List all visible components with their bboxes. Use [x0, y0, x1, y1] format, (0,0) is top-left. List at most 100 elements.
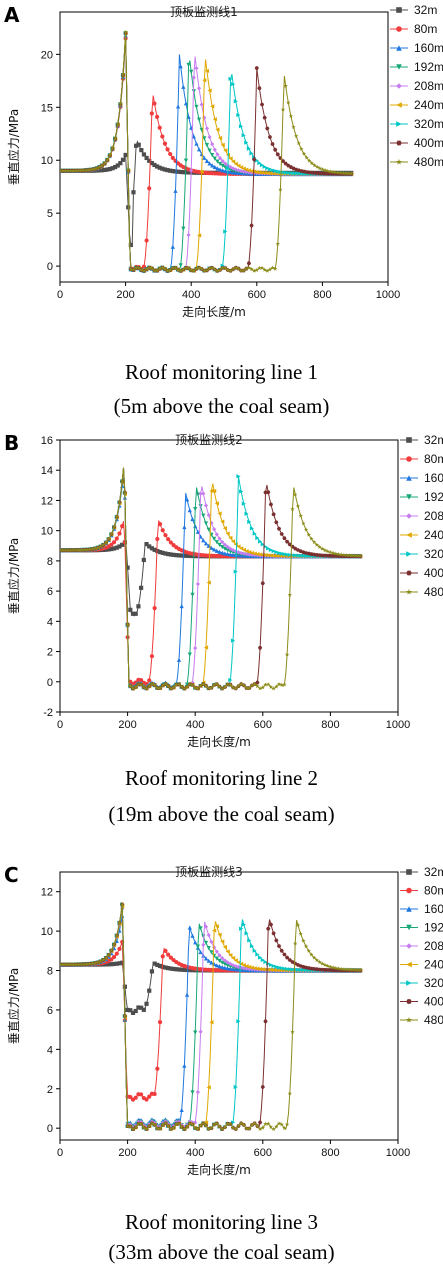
data-point — [136, 265, 141, 270]
data-point — [258, 646, 263, 650]
data-point — [68, 168, 73, 173]
data-point — [222, 684, 228, 689]
data-point — [141, 557, 146, 563]
data-point — [228, 682, 233, 687]
data-point — [160, 683, 165, 688]
data-point — [68, 547, 73, 553]
data-point — [149, 681, 155, 686]
legend-label: 240m — [414, 98, 443, 112]
data-point — [220, 544, 225, 550]
data-point — [246, 265, 252, 270]
data-point — [258, 1120, 263, 1125]
data-point — [202, 115, 207, 120]
data-point — [203, 956, 209, 961]
data-point — [280, 170, 286, 175]
data-point — [144, 686, 149, 691]
caption-a-line2: (5m above the coal seam) — [113, 394, 330, 418]
legend-label: 480m — [424, 1013, 443, 1027]
data-point — [254, 170, 259, 175]
data-point — [220, 539, 225, 545]
data-point — [263, 1121, 268, 1126]
series-line — [60, 33, 352, 272]
series-208m — [60, 906, 363, 1130]
data-point — [270, 168, 275, 173]
data-point — [285, 539, 290, 544]
data-point — [141, 268, 147, 273]
data-point — [178, 268, 183, 273]
data-point — [306, 948, 311, 953]
data-point — [263, 490, 268, 495]
data-point — [181, 84, 186, 89]
data-point — [271, 963, 276, 969]
data-point — [246, 146, 252, 151]
data-point — [230, 963, 236, 968]
data-point — [335, 170, 341, 175]
data-point — [225, 531, 230, 536]
data-point — [212, 164, 217, 170]
data-point — [184, 684, 190, 689]
data-point — [259, 265, 265, 270]
data-point — [223, 168, 228, 174]
legend-marker — [406, 532, 412, 538]
data-point — [282, 552, 287, 557]
data-point — [347, 967, 352, 972]
data-point — [186, 266, 191, 271]
series-192m — [60, 470, 363, 691]
data-point — [317, 166, 322, 171]
data-point — [265, 166, 270, 171]
data-point — [190, 1122, 195, 1127]
data-point — [171, 685, 176, 690]
data-point — [260, 542, 265, 547]
data-point — [249, 1122, 255, 1127]
data-point — [282, 952, 287, 957]
y-tick-label: -2 — [43, 707, 53, 719]
data-point — [101, 957, 106, 962]
data-point — [120, 902, 125, 907]
data-point — [160, 265, 165, 270]
data-point — [217, 958, 222, 963]
x-tick-label: 200 — [118, 719, 136, 731]
data-point — [266, 926, 271, 931]
data-point — [191, 75, 196, 80]
data-point — [325, 171, 330, 176]
data-point — [347, 553, 352, 558]
data-point — [212, 488, 217, 494]
data-point — [211, 1122, 217, 1127]
data-point — [141, 1007, 146, 1012]
y-tick-label: 0 — [47, 1123, 53, 1135]
data-point — [314, 957, 320, 962]
data-point — [217, 536, 222, 541]
series-line — [60, 38, 352, 271]
data-point — [225, 551, 230, 557]
y-tick-label: 0 — [47, 261, 53, 273]
x-tick-label: 800 — [321, 1147, 339, 1159]
series-320m — [60, 31, 354, 273]
data-point — [239, 681, 244, 686]
data-point — [268, 684, 274, 689]
data-point — [214, 956, 219, 961]
data-point — [63, 548, 68, 553]
data-point — [263, 967, 268, 972]
data-point — [217, 953, 222, 958]
data-point — [198, 949, 203, 955]
x-tick-label: 800 — [321, 719, 339, 731]
y-tick-label: 20 — [41, 49, 53, 61]
data-point — [193, 940, 198, 945]
data-point — [220, 686, 225, 691]
data-point — [149, 1121, 155, 1126]
data-point — [295, 553, 301, 558]
data-point — [120, 72, 126, 77]
y-tick-label: 10 — [41, 526, 53, 538]
data-point — [266, 553, 271, 558]
data-point — [262, 115, 267, 120]
legend-label: 32m — [414, 3, 437, 17]
data-point — [233, 265, 238, 270]
data-point — [206, 1126, 211, 1131]
data-point — [81, 168, 86, 173]
data-point — [168, 1126, 174, 1131]
data-point — [170, 244, 175, 249]
data-point — [295, 922, 301, 927]
data-point — [303, 944, 309, 949]
data-point — [257, 160, 262, 166]
data-point — [144, 238, 149, 243]
